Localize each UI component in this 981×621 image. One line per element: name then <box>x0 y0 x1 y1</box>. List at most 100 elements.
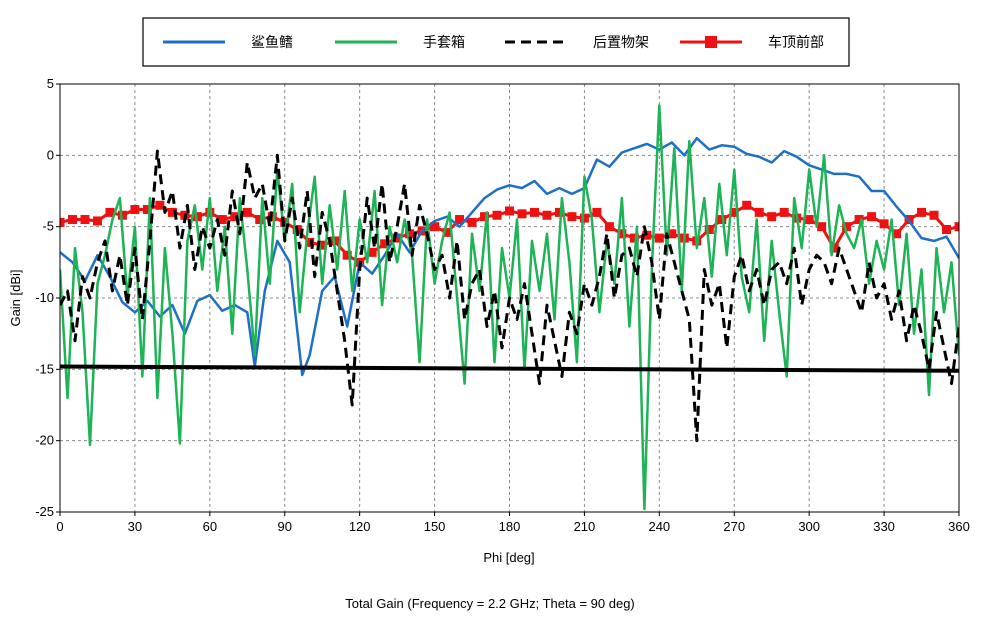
legend-label: 车顶前部 <box>768 34 824 50</box>
series-marker <box>305 237 315 247</box>
x-axis-ticks: 0 30 60 90 120 150 180 210 240 270 300 330 360 <box>56 512 970 534</box>
y-tick-label: -10 <box>35 290 54 305</box>
series-line <box>60 136 959 377</box>
legend-label: 鲨鱼鳍 <box>251 34 293 50</box>
series-marker <box>217 215 227 225</box>
series-marker <box>892 229 902 239</box>
series-marker <box>255 215 265 225</box>
y-axis-ticks: 5 0 -5 -10 -15 -20 -25 <box>35 76 60 519</box>
series-marker <box>505 206 514 216</box>
series-marker <box>804 215 814 225</box>
y-tick-label: 0 <box>47 147 54 162</box>
legend-box <box>142 17 850 67</box>
series-line <box>60 149 959 443</box>
y-tick-label: 5 <box>47 76 54 91</box>
series-marker <box>405 229 415 239</box>
series-marker <box>342 250 352 260</box>
series-5 <box>60 364 959 373</box>
chart-title: Total Gain (Frequency = 2.2 GHz; Theta =… <box>345 596 635 611</box>
series-marker <box>105 207 115 217</box>
series-marker <box>242 207 252 217</box>
series-line <box>60 364 959 373</box>
series-marker <box>717 215 727 225</box>
legend-label: 手套箱 <box>423 34 465 50</box>
series-marker <box>942 225 952 235</box>
series-marker <box>430 222 440 232</box>
series-marker <box>954 222 959 232</box>
y-tick-label: -5 <box>42 219 54 234</box>
x-tick-label: 240 <box>648 519 670 534</box>
series-marker <box>167 207 177 217</box>
y-tick-label: -25 <box>35 504 54 519</box>
legend-entry: 后置物架 <box>505 34 649 50</box>
series-marker <box>80 215 90 225</box>
series-marker <box>155 200 165 210</box>
series-marker <box>617 229 627 239</box>
series-marker <box>842 222 852 232</box>
legend-marker <box>705 36 717 48</box>
series-marker <box>767 212 777 222</box>
series-marker <box>854 215 864 225</box>
series-marker <box>629 233 639 243</box>
grid <box>60 84 959 512</box>
series-marker <box>367 247 377 257</box>
series-marker <box>867 212 877 222</box>
x-tick-label: 360 <box>948 519 970 534</box>
series-marker <box>554 207 564 217</box>
series-marker <box>455 215 465 225</box>
x-tick-label: 300 <box>798 519 820 534</box>
series-marker <box>230 212 240 222</box>
series-marker <box>704 225 714 235</box>
x-tick-label: 120 <box>349 519 371 534</box>
x-tick-label: 150 <box>424 519 446 534</box>
y-axis-label: Gain [dBi] <box>8 269 23 326</box>
series-marker <box>517 209 527 219</box>
series-marker <box>67 215 77 225</box>
x-tick-label: 180 <box>499 519 521 534</box>
series-marker <box>392 233 402 243</box>
series-marker <box>779 207 789 217</box>
series-marker <box>142 205 152 215</box>
series-marker <box>654 233 664 243</box>
series-marker <box>929 210 939 220</box>
y-tick-label: -20 <box>35 433 54 448</box>
legend-entry: 车顶前部 <box>680 34 824 50</box>
series-marker <box>60 217 65 227</box>
series-marker <box>529 207 539 217</box>
x-tick-label: 270 <box>723 519 745 534</box>
x-tick-label: 330 <box>873 519 895 534</box>
legend-entry: 手套箱 <box>335 34 465 50</box>
series-marker <box>817 222 827 232</box>
legend-entry: 鲨鱼鳍 <box>163 34 293 50</box>
series-marker <box>492 210 502 220</box>
x-tick-label: 90 <box>278 519 292 534</box>
series-marker <box>280 217 290 227</box>
x-axis-label: Phi [deg] <box>483 550 534 565</box>
series-marker <box>754 207 764 217</box>
series-marker <box>92 216 102 226</box>
series-marker <box>667 229 677 239</box>
series-3 <box>60 149 959 443</box>
x-tick-label: 30 <box>128 519 142 534</box>
series-marker <box>467 217 477 227</box>
series-layer <box>60 104 959 511</box>
x-tick-label: 210 <box>574 519 596 534</box>
y-tick-label: -15 <box>35 361 54 376</box>
series-marker <box>729 207 739 217</box>
series-1 <box>60 136 959 377</box>
series-marker <box>604 222 614 232</box>
series-marker <box>542 210 552 220</box>
legend: 鲨鱼鳍 手套箱 后置物架 车顶前部 <box>142 17 850 67</box>
series-marker <box>480 212 490 222</box>
series-marker <box>592 207 602 217</box>
series-marker <box>380 239 390 249</box>
series-marker <box>579 213 589 223</box>
series-marker <box>442 227 452 237</box>
legend-label: 后置物架 <box>593 34 649 50</box>
series-marker <box>879 219 889 229</box>
x-tick-label: 60 <box>203 519 217 534</box>
x-tick-label: 0 <box>56 519 63 534</box>
